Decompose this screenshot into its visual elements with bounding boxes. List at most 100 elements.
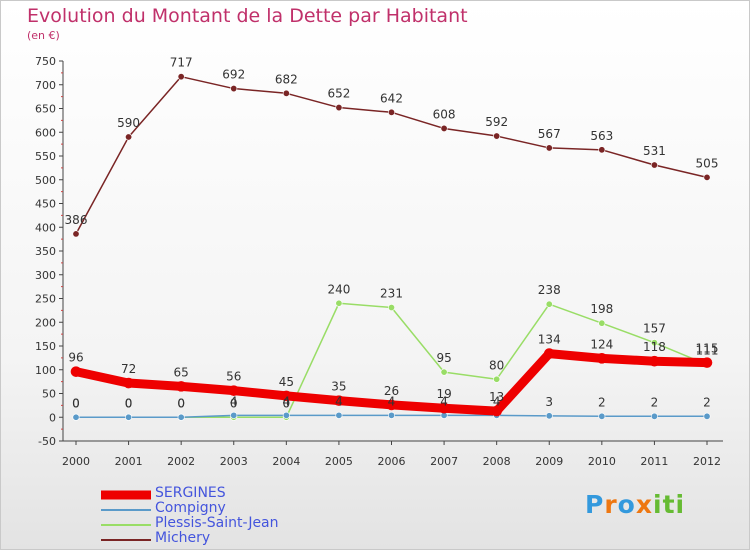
legend-swatch <box>101 517 151 532</box>
y-tick-label: 100 <box>35 364 56 377</box>
legend-swatch <box>101 502 151 517</box>
legend-label: SERGINES <box>155 485 226 501</box>
data-point <box>228 385 240 396</box>
data-point <box>230 85 238 93</box>
data-label: 124 <box>590 337 613 351</box>
x-tick-label: 2010 <box>588 455 616 468</box>
data-point <box>493 132 501 140</box>
data-label: 231 <box>380 287 403 301</box>
logo-letter: o <box>617 490 636 519</box>
data-label: 0 <box>72 396 80 410</box>
data-point <box>438 402 450 414</box>
data-point <box>598 319 606 327</box>
data-point <box>598 412 606 420</box>
x-tick-label: 2000 <box>62 455 90 468</box>
data-label: 238 <box>538 283 561 297</box>
data-point <box>333 395 345 406</box>
data-label: 4 <box>388 394 396 408</box>
data-label: 717 <box>170 56 193 70</box>
logo-letter: P <box>585 490 605 519</box>
data-point <box>650 412 658 420</box>
data-point <box>387 304 395 312</box>
x-tick-label: 2005 <box>325 455 353 468</box>
axes: -500501001502002503003504004505005506006… <box>35 55 723 468</box>
data-label: 35 <box>331 380 346 394</box>
data-label: 505 <box>696 156 719 170</box>
y-tick-label: 50 <box>42 388 56 401</box>
data-label: 531 <box>643 144 666 158</box>
data-label: 118 <box>643 340 666 354</box>
x-tick-label: 2006 <box>378 455 406 468</box>
data-point <box>387 411 395 419</box>
legend-swatch <box>101 487 151 502</box>
data-point <box>598 146 606 154</box>
data-label: 45 <box>279 375 294 389</box>
x-tick-label: 2001 <box>115 455 143 468</box>
data-label: 96 <box>68 351 83 365</box>
data-label: 157 <box>643 322 666 336</box>
x-tick-label: 2002 <box>167 455 195 468</box>
data-label: 19 <box>436 387 451 401</box>
data-label: 563 <box>590 129 613 143</box>
data-label: 652 <box>327 87 350 101</box>
y-tick-label: 650 <box>35 103 56 116</box>
data-point <box>493 375 501 383</box>
chart-title: Evolution du Montant de la Dette par Hab… <box>27 5 468 27</box>
data-label: 4 <box>493 394 501 408</box>
x-tick-label: 2007 <box>430 455 458 468</box>
data-label: 590 <box>117 116 140 130</box>
x-tick-label: 2011 <box>640 455 668 468</box>
data-point <box>649 355 660 367</box>
data-point <box>440 124 448 132</box>
data-label: 567 <box>538 127 561 141</box>
data-label: 0 <box>125 396 133 410</box>
data-label: 134 <box>538 333 561 347</box>
chart-subtitle: (en €) <box>27 29 60 42</box>
y-tick-label: 550 <box>35 150 56 163</box>
y-tick-label: 600 <box>35 126 56 139</box>
data-label: 72 <box>121 362 136 376</box>
data-point <box>230 411 238 419</box>
legend-label: Compigny <box>155 500 226 516</box>
data-point <box>703 412 711 420</box>
legend-swatch <box>101 532 151 547</box>
series-layer <box>70 73 713 421</box>
x-tick-label: 2008 <box>483 455 511 468</box>
data-label: 111 <box>696 344 719 358</box>
data-label: 0 <box>283 396 291 410</box>
data-point <box>440 368 448 376</box>
data-label: 26 <box>384 384 399 398</box>
data-point <box>701 357 713 368</box>
data-label: 4 <box>283 394 291 408</box>
data-point <box>596 353 608 364</box>
data-label: 3 <box>545 395 553 409</box>
data-label: 115 <box>696 342 719 356</box>
data-label: 4 <box>440 394 448 408</box>
data-point <box>335 299 343 307</box>
data-point <box>545 300 553 308</box>
data-label: 65 <box>174 365 189 379</box>
data-label: 0 <box>230 396 238 410</box>
y-tick-label: 250 <box>35 293 56 306</box>
data-label: 692 <box>222 68 245 82</box>
data-label: 95 <box>436 351 451 365</box>
data-point <box>650 339 658 347</box>
data-label: 4 <box>335 394 343 408</box>
logo-letter: i <box>675 490 686 519</box>
data-label: 56 <box>226 370 241 384</box>
y-tick-label: 750 <box>35 55 56 68</box>
y-tick-label: -50 <box>38 435 56 448</box>
data-label: 2 <box>651 395 659 409</box>
data-label: 13 <box>489 390 504 404</box>
data-label: 0 <box>72 396 80 410</box>
data-point <box>650 161 658 169</box>
y-tick-label: 350 <box>35 245 56 258</box>
y-tick-label: 150 <box>35 340 56 353</box>
data-label: 198 <box>590 302 613 316</box>
data-point <box>125 133 133 141</box>
x-tick-label: 2009 <box>535 455 563 468</box>
data-point <box>491 405 502 417</box>
logo-letter: r <box>604 490 618 519</box>
